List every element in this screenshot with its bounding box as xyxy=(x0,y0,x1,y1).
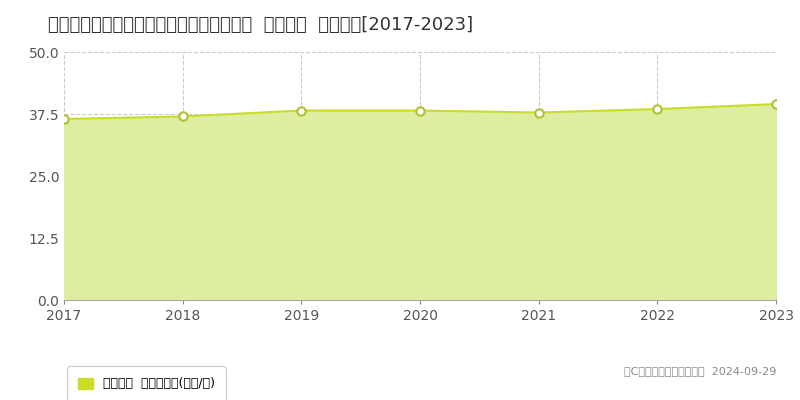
Text: （C）土地価格ドットコム  2024-09-29: （C）土地価格ドットコム 2024-09-29 xyxy=(624,366,776,376)
Text: 愛知県春日井市如意申町４丁目２３番１９  基準地価  地価推移[2017-2023]: 愛知県春日井市如意申町４丁目２３番１９ 基準地価 地価推移[2017-2023] xyxy=(48,16,473,34)
Legend: 基準地価  平均坪単価(万円/坪): 基準地価 平均坪単価(万円/坪) xyxy=(70,370,222,398)
